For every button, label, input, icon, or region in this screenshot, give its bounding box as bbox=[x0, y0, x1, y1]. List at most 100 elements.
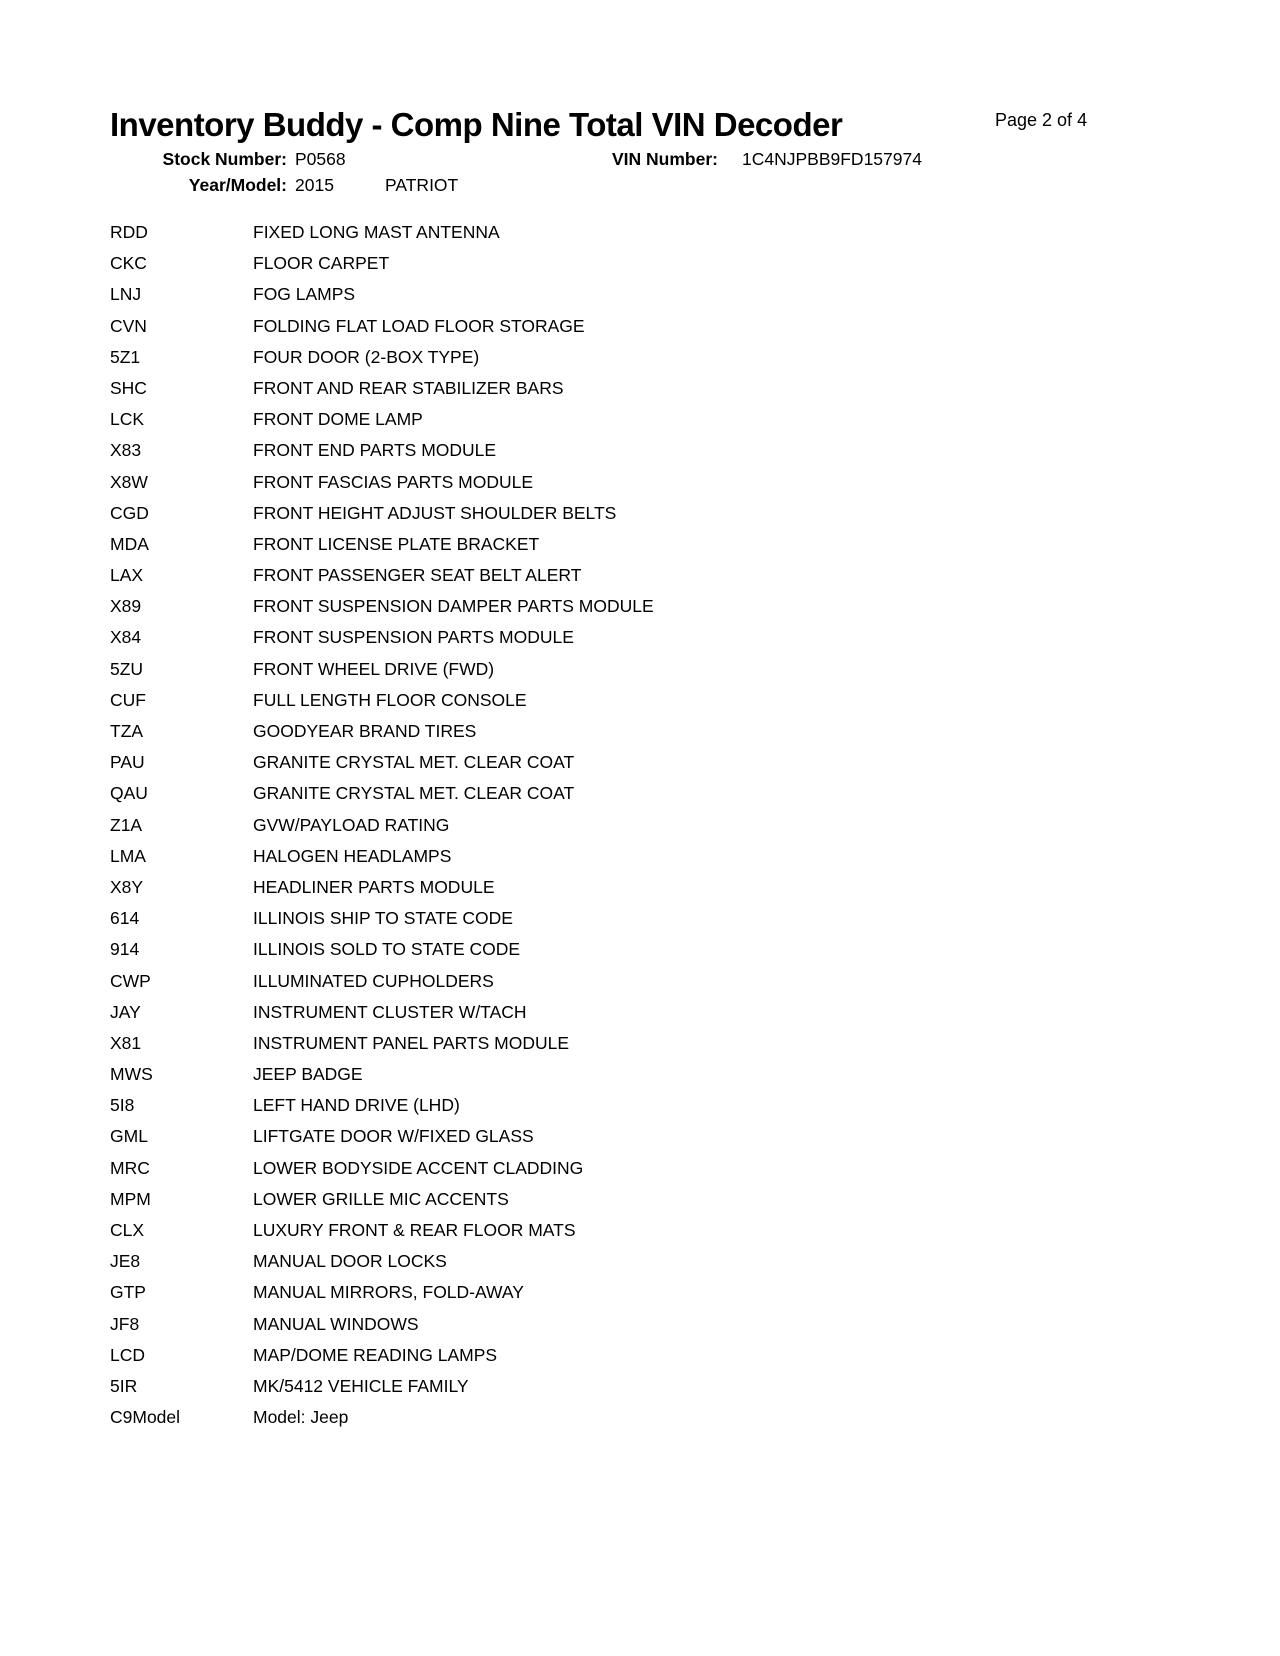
option-description: GVW/PAYLOAD RATING bbox=[253, 814, 450, 835]
option-row: C9Model Model: Jeep bbox=[110, 1402, 1170, 1433]
option-row: X81 INSTRUMENT PANEL PARTS MODULE bbox=[110, 1028, 1170, 1059]
option-description: LOWER BODYSIDE ACCENT CLADDING bbox=[253, 1157, 584, 1178]
option-row: CLX LUXURY FRONT & REAR FLOOR MATS bbox=[110, 1215, 1170, 1246]
page-number: Page 2 of 4 bbox=[995, 110, 1088, 130]
option-code: GML bbox=[110, 1126, 148, 1147]
option-code: 5ZU bbox=[110, 658, 144, 679]
option-code: LAX bbox=[110, 565, 144, 586]
option-row: 5ZU FRONT WHEEL DRIVE (FWD) bbox=[110, 654, 1170, 685]
option-description: ILLINOIS SHIP TO STATE CODE bbox=[253, 908, 513, 929]
option-row: LCK FRONT DOME LAMP bbox=[110, 404, 1170, 435]
option-description: GRANITE CRYSTAL MET. CLEAR COAT bbox=[253, 783, 575, 804]
option-description: FRONT LICENSE PLATE BRACKET bbox=[253, 533, 540, 554]
option-code: 5Z1 bbox=[110, 346, 141, 367]
option-code: LCD bbox=[110, 1344, 146, 1365]
option-row: GML LIFTGATE DOOR W/FIXED GLASS bbox=[110, 1121, 1170, 1152]
option-description: ILLUMINATED CUPHOLDERS bbox=[253, 970, 494, 991]
option-description: FRONT DOME LAMP bbox=[253, 409, 423, 430]
option-code: X83 bbox=[110, 440, 142, 461]
option-row: CUF FULL LENGTH FLOOR CONSOLE bbox=[110, 685, 1170, 716]
option-code: CWP bbox=[110, 970, 151, 991]
option-code: PAU bbox=[110, 752, 145, 773]
option-description: FRONT WHEEL DRIVE (FWD) bbox=[253, 658, 495, 679]
option-row: QAU GRANITE CRYSTAL MET. CLEAR COAT bbox=[110, 778, 1170, 809]
option-description: LUXURY FRONT & REAR FLOOR MATS bbox=[253, 1220, 576, 1240]
vin-number-label: VIN Number: bbox=[612, 149, 718, 169]
option-description: FRONT PASSENGER SEAT BELT ALERT bbox=[253, 565, 582, 586]
option-code: LMA bbox=[110, 845, 146, 866]
option-description: FRONT SUSPENSION DAMPER PARTS MODULE bbox=[253, 596, 654, 617]
option-row: X8Y HEADLINER PARTS MODULE bbox=[110, 872, 1170, 903]
option-description: INSTRUMENT PANEL PARTS MODULE bbox=[253, 1032, 570, 1053]
option-row: LCD MAP/DOME READING LAMPS bbox=[110, 1340, 1170, 1371]
option-description: FRONT AND REAR STABILIZER BARS bbox=[253, 377, 564, 398]
option-code: X84 bbox=[110, 627, 142, 648]
option-code: X8Y bbox=[110, 876, 144, 897]
option-row: JF8 MANUAL WINDOWS bbox=[110, 1309, 1170, 1340]
option-row: GTP MANUAL MIRRORS, FOLD-AWAY bbox=[110, 1277, 1170, 1308]
option-code: TZA bbox=[110, 721, 144, 741]
option-code: CUF bbox=[110, 689, 146, 710]
option-row: PAU GRANITE CRYSTAL MET. CLEAR COAT bbox=[110, 747, 1170, 778]
option-code: RDD bbox=[110, 222, 148, 242]
model-value: PATRIOT bbox=[385, 175, 459, 195]
option-description: FRONT FASCIAS PARTS MODULE bbox=[253, 471, 534, 492]
option-row: MPM LOWER GRILLE MIC ACCENTS bbox=[110, 1184, 1170, 1215]
option-row: 914 ILLINOIS SOLD TO STATE CODE bbox=[110, 934, 1170, 965]
option-description: LOWER GRILLE MIC ACCENTS bbox=[253, 1188, 509, 1209]
option-description: JEEP BADGE bbox=[253, 1064, 363, 1085]
option-row: 5Z1 FOUR DOOR (2-BOX TYPE) bbox=[110, 342, 1170, 373]
option-code: GTP bbox=[110, 1282, 146, 1303]
option-row: LNJ FOG LAMPS bbox=[110, 279, 1170, 310]
option-code: SHC bbox=[110, 377, 147, 398]
option-description: FRONT HEIGHT ADJUST SHOULDER BELTS bbox=[253, 502, 617, 523]
meta-line-stock-vin: Stock Number: P0568 VIN Number: 1C4NJPBB… bbox=[0, 149, 1280, 173]
option-code: X89 bbox=[110, 596, 142, 617]
option-row: 614 ILLINOIS SHIP TO STATE CODE bbox=[110, 903, 1170, 934]
option-code: Z1A bbox=[110, 814, 143, 835]
option-row: LMA HALOGEN HEADLAMPS bbox=[110, 841, 1170, 872]
option-description: HALOGEN HEADLAMPS bbox=[253, 845, 452, 866]
option-code: C9Model bbox=[110, 1407, 181, 1428]
option-description: MANUAL DOOR LOCKS bbox=[253, 1251, 447, 1272]
option-description: FRONT SUSPENSION PARTS MODULE bbox=[253, 627, 574, 648]
option-row: X83 FRONT END PARTS MODULE bbox=[110, 435, 1170, 466]
option-code: LCK bbox=[110, 409, 145, 430]
option-code: JE8 bbox=[110, 1251, 141, 1272]
option-code: X81 bbox=[110, 1032, 142, 1053]
option-description: MANUAL MIRRORS, FOLD-AWAY bbox=[253, 1282, 524, 1303]
option-codes-list: RDD FIXED LONG MAST ANTENNA CKC FLOOR CARPE… bbox=[110, 217, 1170, 1433]
option-description: INSTRUMENT CLUSTER W/TACH bbox=[253, 1001, 527, 1022]
option-row: JAY INSTRUMENT CLUSTER W/TACH bbox=[110, 997, 1170, 1028]
option-row: Z1A GVW/PAYLOAD RATING bbox=[110, 810, 1170, 841]
page-title: Inventory Buddy - Comp Nine Total VIN De… bbox=[110, 106, 843, 143]
option-description: HEADLINER PARTS MODULE bbox=[253, 876, 495, 897]
option-row: MWS JEEP BADGE bbox=[110, 1059, 1170, 1090]
option-row: LAX FRONT PASSENGER SEAT BELT ALERT bbox=[110, 560, 1170, 591]
option-code: X8W bbox=[110, 471, 148, 492]
option-code: MWS bbox=[110, 1064, 153, 1085]
option-code: MDA bbox=[110, 533, 149, 554]
option-code: 5IR bbox=[110, 1375, 138, 1396]
option-code: 5I8 bbox=[110, 1095, 135, 1116]
option-row: MRC LOWER BODYSIDE ACCENT CLADDING bbox=[110, 1153, 1170, 1184]
option-row: RDD FIXED LONG MAST ANTENNA bbox=[110, 217, 1170, 248]
option-row: 5I8 LEFT HAND DRIVE (LHD) bbox=[110, 1090, 1170, 1121]
year-model-label: Year/Model: bbox=[188, 175, 287, 195]
option-row: CVN FOLDING FLAT LOAD FLOOR STORAGE bbox=[110, 311, 1170, 342]
option-code: QAU bbox=[110, 783, 148, 804]
option-code: 614 bbox=[110, 908, 140, 929]
option-code: CLX bbox=[110, 1220, 145, 1240]
option-description: MK/5412 VEHICLE FAMILY bbox=[253, 1375, 469, 1396]
option-code: JAY bbox=[110, 1001, 141, 1022]
option-row: MDA FRONT LICENSE PLATE BRACKET bbox=[110, 529, 1170, 560]
option-row: JE8 MANUAL DOOR LOCKS bbox=[110, 1246, 1170, 1277]
option-row: CKC FLOOR CARPET bbox=[110, 248, 1170, 279]
option-row: X89 FRONT SUSPENSION DAMPER PARTS MODULE bbox=[110, 591, 1170, 622]
option-row: X84 FRONT SUSPENSION PARTS MODULE bbox=[110, 622, 1170, 653]
option-description: FOLDING FLAT LOAD FLOOR STORAGE bbox=[253, 315, 585, 336]
option-description: FOG LAMPS bbox=[253, 284, 356, 305]
option-row: 5IR MK/5412 VEHICLE FAMILY bbox=[110, 1371, 1170, 1402]
option-description: GOODYEAR BRAND TIRES bbox=[253, 721, 477, 741]
